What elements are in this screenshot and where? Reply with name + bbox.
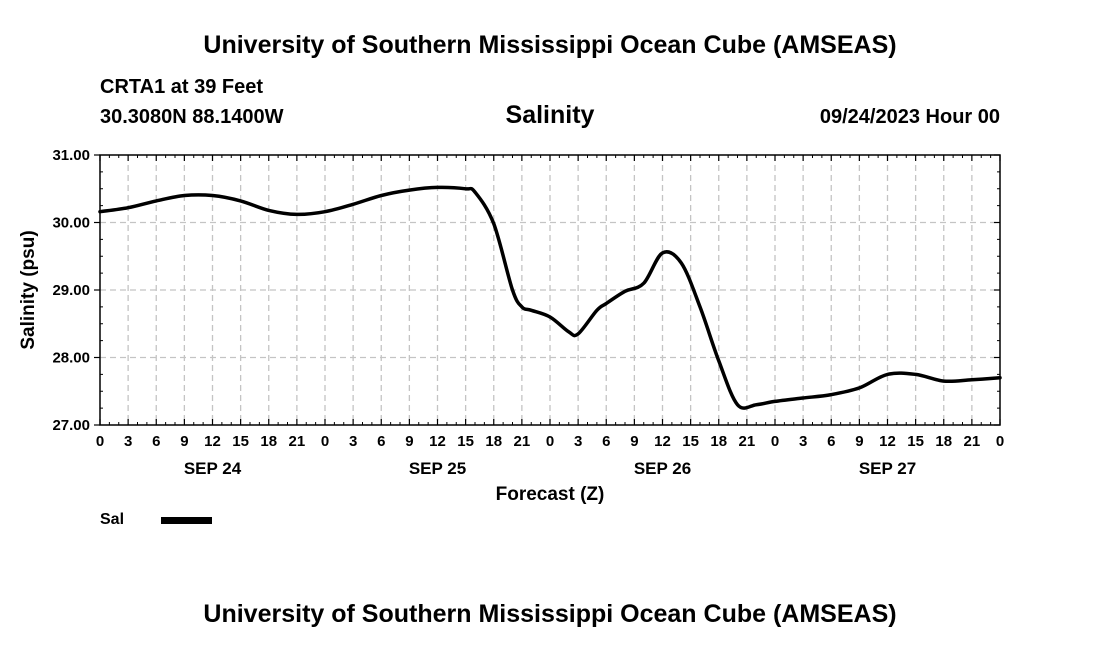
- x-tick-label: 6: [827, 433, 835, 450]
- series-line-sal: [98, 185, 1002, 410]
- x-tick-label: 0: [96, 433, 104, 450]
- x-tick-label: 18: [485, 433, 502, 450]
- x-tick-label: 21: [964, 433, 981, 450]
- x-tick-label: 18: [935, 433, 952, 450]
- x-tick-label: 9: [630, 433, 638, 450]
- x-tick-label: 18: [260, 433, 277, 450]
- x-tick-label: 6: [377, 433, 385, 450]
- x-day-label: SEP 27: [859, 459, 916, 478]
- x-tick-label: 3: [349, 433, 357, 450]
- x-tick-label: 12: [204, 433, 221, 450]
- x-tick-label: 0: [546, 433, 554, 450]
- x-tick-label: 21: [514, 433, 531, 450]
- page-title: University of Southern Mississippi Ocean…: [203, 31, 897, 59]
- x-tick-label: 12: [429, 433, 446, 450]
- x-tick-label: 18: [710, 433, 727, 450]
- x-tick-label: 3: [799, 433, 807, 450]
- x-tick-label: 0: [771, 433, 779, 450]
- x-tick-label: 0: [996, 433, 1004, 450]
- x-tick-label: 12: [654, 433, 671, 450]
- x-tick-label: 12: [879, 433, 896, 450]
- x-tick-label: 3: [574, 433, 582, 450]
- forecast-datetime: 09/24/2023 Hour 00: [819, 106, 1000, 128]
- x-tick-label: 15: [907, 433, 924, 450]
- y-tick-label: 30.00: [52, 215, 90, 232]
- x-day-label: SEP 24: [184, 459, 242, 478]
- y-tick-label: 29.00: [52, 282, 90, 299]
- x-tick-label: 15: [232, 433, 249, 450]
- axis-labels: 0 3 6 9 12 15 18 21 0 3 6 9 12 15 18 21 0 3 6 9 12 15 18 21 0 3 6 9…: [52, 147, 1004, 478]
- station-coordinates: 30.3080N 88.1400W: [100, 106, 284, 128]
- footer-title: University of Southern Mississippi Ocean…: [203, 600, 897, 628]
- station-name: CRTA1 at 39 Feet: [100, 76, 264, 98]
- x-tick-label: 9: [405, 433, 413, 450]
- legend-label: Sal: [100, 511, 125, 528]
- x-tick-label: 9: [855, 433, 863, 450]
- x-tick-label: 21: [739, 433, 756, 450]
- x-tick-label: 6: [602, 433, 610, 450]
- y-axis-title: Salinity (psu): [18, 230, 39, 349]
- x-day-label: SEP 26: [634, 459, 691, 478]
- x-tick-label: 3: [124, 433, 132, 450]
- x-axis-title: Forecast (Z): [496, 484, 605, 505]
- y-tick-label: 28.00: [52, 350, 90, 367]
- x-tick-label: 9: [180, 433, 188, 450]
- x-tick-label: 21: [289, 433, 306, 450]
- axis-ticks: [94, 154, 1001, 426]
- x-tick-label: 15: [682, 433, 699, 450]
- chart-title: Salinity: [505, 101, 595, 129]
- y-tick-label: 31.00: [52, 147, 90, 164]
- legend-line-swatch: [161, 517, 212, 524]
- x-tick-label: 6: [152, 433, 160, 450]
- x-day-label: SEP 25: [409, 459, 466, 478]
- x-tick-label: 15: [457, 433, 474, 450]
- grid: [100, 155, 1000, 425]
- x-tick-label: 0: [321, 433, 329, 450]
- y-tick-label: 27.00: [52, 417, 90, 434]
